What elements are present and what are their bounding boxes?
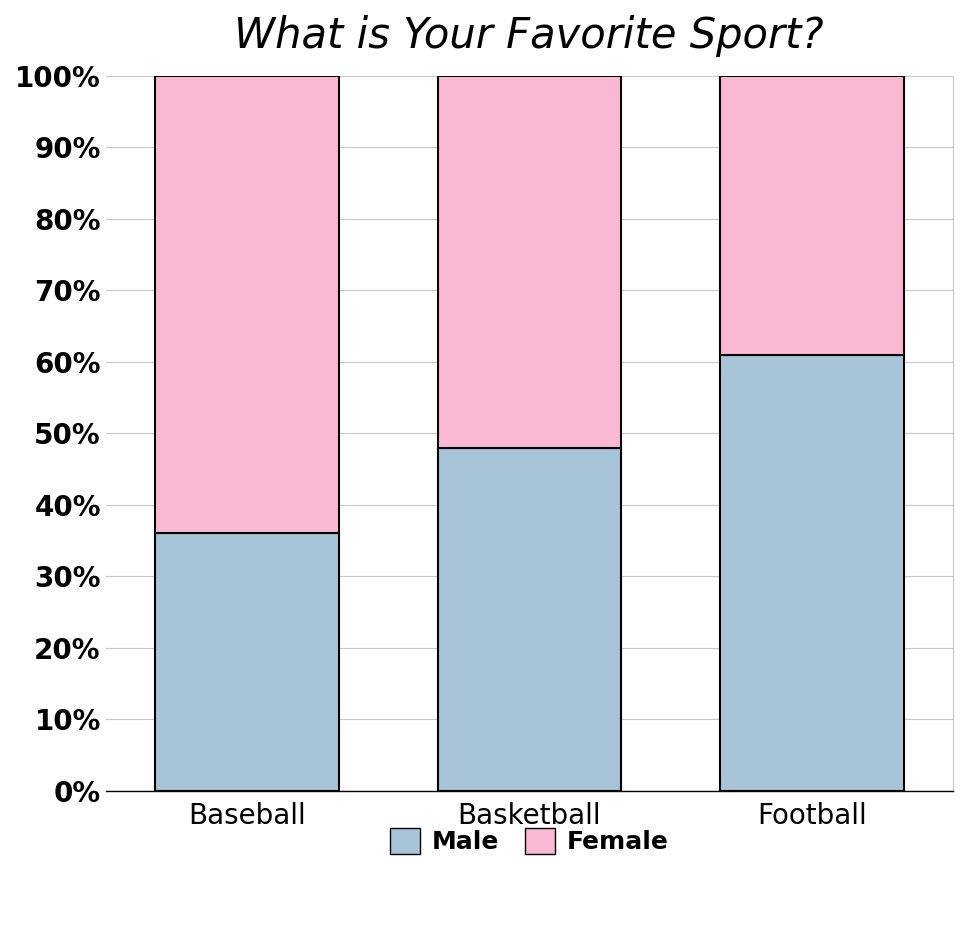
Legend: Male, Female: Male, Female xyxy=(379,818,679,864)
Bar xyxy=(155,76,339,534)
Bar xyxy=(438,76,621,447)
Title: What is Your Favorite Sport?: What is Your Favorite Sport? xyxy=(234,15,824,57)
Bar xyxy=(155,534,339,791)
Bar xyxy=(438,447,621,791)
Bar xyxy=(720,355,903,791)
Bar xyxy=(720,76,903,355)
